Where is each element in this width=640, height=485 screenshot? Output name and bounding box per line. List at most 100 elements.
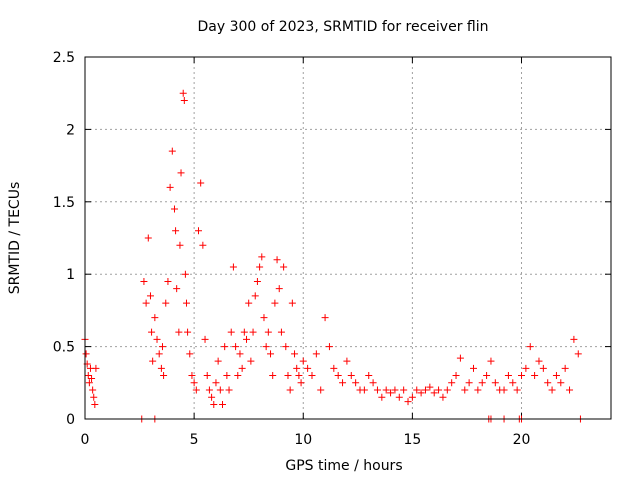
data-point (88, 374, 96, 382)
data-point (339, 379, 347, 387)
data-point (544, 379, 552, 387)
data-point (474, 386, 482, 394)
data-point (382, 386, 390, 394)
data-point (518, 372, 526, 380)
data-point (84, 372, 92, 380)
data-point (509, 379, 517, 387)
data-point (570, 335, 578, 343)
y-tick-label: 2.5 (53, 50, 75, 66)
data-point (269, 372, 277, 380)
data-point (219, 401, 227, 409)
data-point (391, 386, 399, 394)
data-point (225, 386, 233, 394)
data-point (277, 328, 285, 336)
data-point (240, 328, 248, 336)
data-point (227, 328, 235, 336)
data-point (245, 299, 253, 307)
chart-title: Day 300 of 2023, SRMTID for receiver fli… (198, 19, 489, 35)
data-point (295, 372, 303, 380)
data-point (221, 343, 229, 351)
data-point (194, 227, 202, 235)
data-point (271, 299, 279, 307)
data-point (552, 372, 560, 380)
data-point (179, 89, 187, 97)
data-point (369, 379, 377, 387)
data-point (162, 299, 170, 307)
data-point (291, 350, 299, 358)
data-point (264, 328, 272, 336)
data-point (232, 343, 240, 351)
data-point (214, 357, 222, 365)
data-point (144, 234, 152, 242)
x-tick-label: 5 (190, 432, 199, 448)
data-point (334, 372, 342, 380)
data-point (176, 241, 184, 249)
data-point (82, 350, 90, 358)
data-point (251, 292, 259, 300)
data-point (360, 386, 368, 394)
data-point (210, 401, 218, 409)
data-point (166, 183, 174, 191)
data-point (439, 393, 447, 401)
x-tick-label: 10 (294, 432, 312, 448)
data-point (557, 379, 565, 387)
data-point (256, 263, 264, 271)
data-point (504, 372, 512, 380)
data-point (157, 364, 165, 372)
data-point (142, 299, 150, 307)
data-point (273, 256, 281, 264)
data-point (443, 386, 451, 394)
data-point (566, 386, 574, 394)
data-point (199, 241, 207, 249)
data-point (89, 386, 97, 394)
data-point (181, 270, 189, 278)
data-point (216, 386, 224, 394)
data-point (168, 147, 176, 155)
data-point (186, 350, 194, 358)
data-point (184, 328, 192, 336)
data-point (435, 386, 443, 394)
data-point (182, 299, 190, 307)
x-tick-label: 0 (81, 432, 90, 448)
data-point (478, 379, 486, 387)
data-point (465, 379, 473, 387)
data-point (456, 354, 464, 362)
data-point (299, 357, 307, 365)
data-point (347, 372, 355, 380)
data-point (293, 364, 301, 372)
data-point (275, 285, 283, 293)
data-point (365, 372, 373, 380)
data-point (513, 386, 521, 394)
data-point (539, 364, 547, 372)
data-point (146, 292, 154, 300)
data-point (387, 389, 395, 397)
data-point (288, 299, 296, 307)
data-point (280, 263, 288, 271)
data-point (155, 350, 163, 358)
data-point (91, 401, 99, 409)
data-point (400, 386, 408, 394)
data-point (258, 253, 266, 261)
data-point (208, 393, 216, 401)
data-point (343, 357, 351, 365)
data-point (561, 364, 569, 372)
data-point (243, 335, 251, 343)
data-point (312, 350, 320, 358)
data-point (574, 350, 582, 358)
x-tick-label: 15 (403, 432, 421, 448)
data-point (413, 386, 421, 394)
data-point (548, 386, 556, 394)
data-point (452, 372, 460, 380)
data-point (223, 372, 231, 380)
data-point (249, 328, 257, 336)
data-point (238, 364, 246, 372)
y-tick-label: 2 (66, 122, 75, 138)
y-tick-label: 0 (66, 412, 75, 428)
data-point (421, 386, 429, 394)
data-point (247, 357, 255, 365)
data-point (234, 372, 242, 380)
data-point (260, 314, 268, 322)
data-point (282, 343, 290, 351)
data-point (148, 328, 156, 336)
data-point (408, 393, 416, 401)
